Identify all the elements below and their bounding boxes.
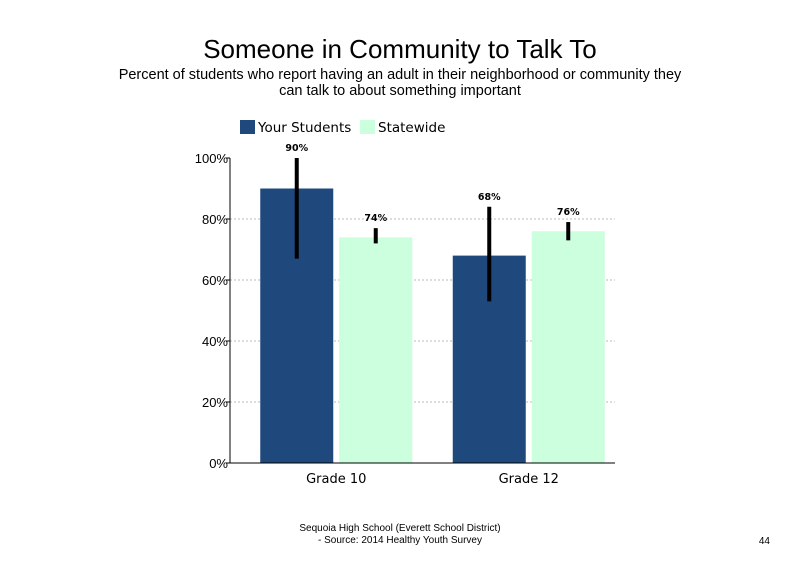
- legend-swatch: [240, 120, 255, 134]
- chart-subtitle: Percent of students who report having an…: [118, 67, 682, 99]
- bar-chart: 0% 20% 40% 60% 80% 100% 90% 74% Grade 10 68% 76% Gr…: [195, 120, 615, 487]
- chart-title: Someone in Community to Talk To: [203, 34, 597, 64]
- footer-school: Sequoia High School (Everett School Dist…: [299, 523, 501, 534]
- category-label: Grade 10: [306, 472, 366, 487]
- y-tick-label: 80%: [202, 212, 228, 227]
- y-tick-label: 100%: [195, 151, 229, 166]
- y-tick-label: 20%: [202, 395, 228, 410]
- y-tick-label: 60%: [202, 273, 228, 288]
- data-label: 68%: [478, 192, 501, 203]
- footer: Sequoia High School (Everett School Dist…: [0, 523, 800, 547]
- category-label: Grade 12: [499, 472, 559, 487]
- bar: [339, 237, 413, 463]
- legend-label: Your Students: [257, 120, 351, 136]
- page-number: 44: [758, 536, 770, 547]
- legend-swatch: [360, 120, 375, 134]
- y-tick-label: 0%: [209, 456, 228, 471]
- legend-label: Statewide: [378, 120, 445, 136]
- bar: [531, 231, 605, 463]
- y-tick-label: 40%: [202, 334, 228, 349]
- data-label: 76%: [557, 207, 580, 218]
- footer-source: - Source: 2014 Healthy Youth Survey: [318, 535, 482, 546]
- data-label: 74%: [364, 213, 387, 224]
- data-label: 90%: [285, 143, 308, 154]
